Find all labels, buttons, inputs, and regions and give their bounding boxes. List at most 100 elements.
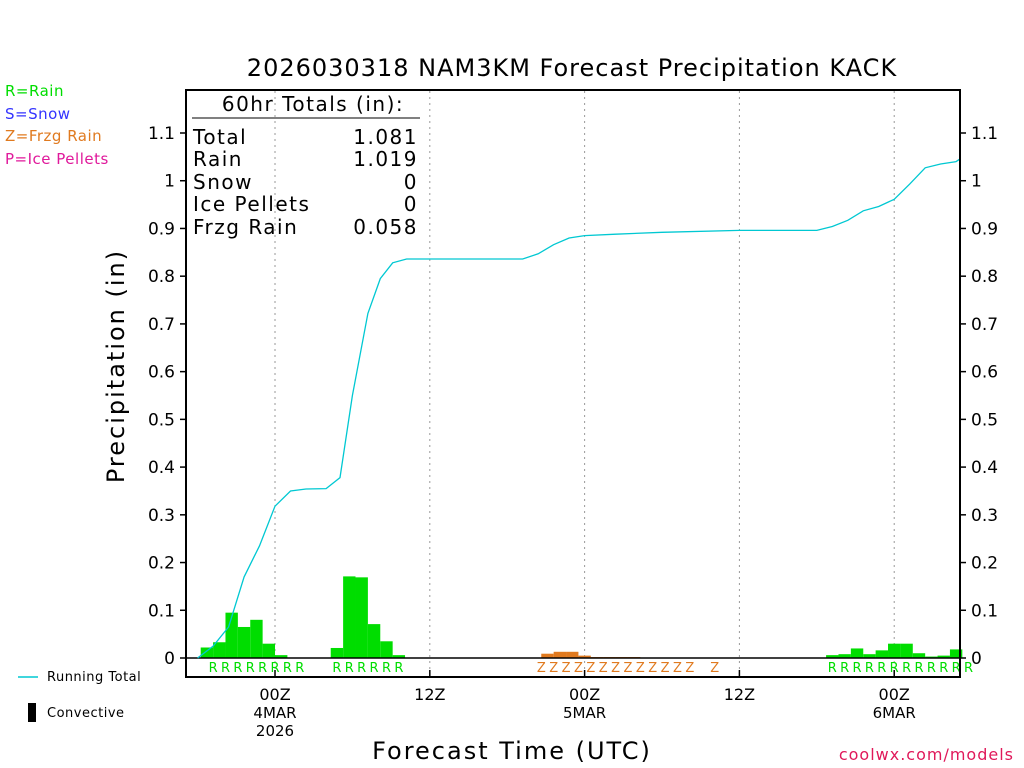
y-tick-label-left: 0.2 [148,554,175,574]
site-credit: coolwx.com/models [838,745,1014,764]
precip-type-marker: Z [673,661,682,676]
convective-swatch [28,703,36,722]
rain-bar [237,626,251,658]
frzg-rain-bar [553,651,567,658]
precip-type-marker: R [345,661,354,676]
precip-type-marker: Z [599,661,608,676]
frzg-rain-bar [566,651,579,658]
precip-type-marker: R [357,661,366,676]
rain-bar [838,654,851,658]
precip-type-marker: Z [549,661,558,676]
y-tick-label-right: 0.3 [971,506,998,526]
y-tick-label-right: 0.6 [971,363,998,383]
y-tick-label-right: 0.4 [971,458,998,478]
rain-bar [380,641,393,658]
y-tick-label-left: 1.1 [148,124,175,144]
y-tick-label-left: 0.3 [148,506,175,526]
frzg-rain-bar [541,653,554,658]
y-tick-label-right: 0.7 [971,315,998,335]
totals-row-label: Ice Pellets [193,192,310,216]
precip-type-marker: R [877,661,886,676]
y-tick-label-right: 0.9 [971,219,998,239]
precip-type-marker: R [828,661,837,676]
precip-type-marker: Z [586,661,595,676]
precip-type-marker: R [394,661,403,676]
y-tick-label-right: 1.1 [971,124,998,144]
y-axes: 0 00.1 0.10.2 0.20.3 0.30.4 0.40.5 0.50.6 0.60.… [148,124,998,669]
precip-type-marker: R [952,661,961,676]
plot-frame [185,89,961,678]
y-tick-label-right: 0.5 [971,410,998,430]
rain-bar [888,643,901,658]
precip-type-marker: R [246,661,255,676]
precip-type-marker: R [370,661,379,676]
y-tick-label-left: 0.5 [148,410,175,430]
legend-ice-pellets: P=Ice Pellets [5,150,109,168]
y-tick-label-left: 0.8 [148,267,175,287]
totals-row-value: 1.019 [353,147,418,171]
y-tick-label-left: 0.6 [148,363,175,383]
precip-type-marker: R [853,661,862,676]
y-tick-label-right: 0 [971,649,982,669]
x-tick-label: 4MAR [253,704,296,722]
precip-type-marker: R [902,661,911,676]
precip-type-marker: R [964,661,973,676]
precip-type-marker: Z [624,661,633,676]
x-axis-label: Forecast Time (UTC) [372,737,652,765]
precip-type-marker: Z [636,661,645,676]
frzg-rain-bar [578,655,591,658]
y-tick-label-left: 0.1 [148,601,175,621]
totals-header: 60hr Totals (in): [222,92,404,116]
precip-type-marker: R [840,661,849,676]
precip-type-marker: R [332,661,341,676]
precip-type-marker: Z [611,661,620,676]
x-tick-label: 6MAR [873,704,916,722]
totals-row-value: 1.081 [353,125,418,149]
rain-bar [200,647,214,658]
x-tick-label: 00Z [569,685,600,704]
y-tick-label-left: 0.4 [148,458,175,478]
gridlines [274,91,895,676]
y-tick-label-left: 0.7 [148,315,175,335]
rain-bar [392,655,406,658]
rain-bar [875,650,889,658]
rain-bar [213,642,226,658]
precip-type-marker: Z [537,661,546,676]
x-tick-label: 12Z [414,685,445,704]
precip-type-marker: R [939,661,948,676]
totals-box: 60hr Totals (in): Total 1.081 Rain 1.019… [192,92,420,239]
precip-type-marker: R [927,661,936,676]
totals-row-value: 0 [404,192,418,216]
x-tick-label: 2026 [256,722,294,740]
rain-bar [355,577,368,658]
precip-type-marker: R [382,661,391,676]
legend-rain: R=Rain [5,82,64,100]
precip-type-marker: R [295,661,304,676]
precip-type-marker: Z [710,661,719,676]
x-tick-label: 12Z [724,685,755,704]
totals-row-value: 0 [404,170,418,194]
x-tick-label: 00Z [259,685,290,704]
precip-type-marker: Z [562,661,571,676]
rain-bar [250,619,263,658]
rain-bar [937,655,950,658]
y-tick-label-right: 0.1 [971,601,998,621]
totals-row-label: Snow [193,170,253,194]
x-tick-label: 00Z [879,685,910,704]
precip-type-marker: R [270,661,279,676]
precip-type-marker: R [865,661,874,676]
rain-bar [949,649,963,658]
rain-bar [826,655,839,658]
precip-type-marker: R [221,661,230,676]
precip-type-marker: R [283,661,292,676]
chart-title: 2026030318 NAM3KM Forecast Precipitation… [247,54,898,82]
rain-bar [367,624,381,658]
precip-type-marker: R [233,661,242,676]
precip-type-marker: Z [648,661,657,676]
rain-bar [343,576,356,658]
totals-row-label: Total [192,125,247,149]
precip-type-marker: R [209,661,218,676]
